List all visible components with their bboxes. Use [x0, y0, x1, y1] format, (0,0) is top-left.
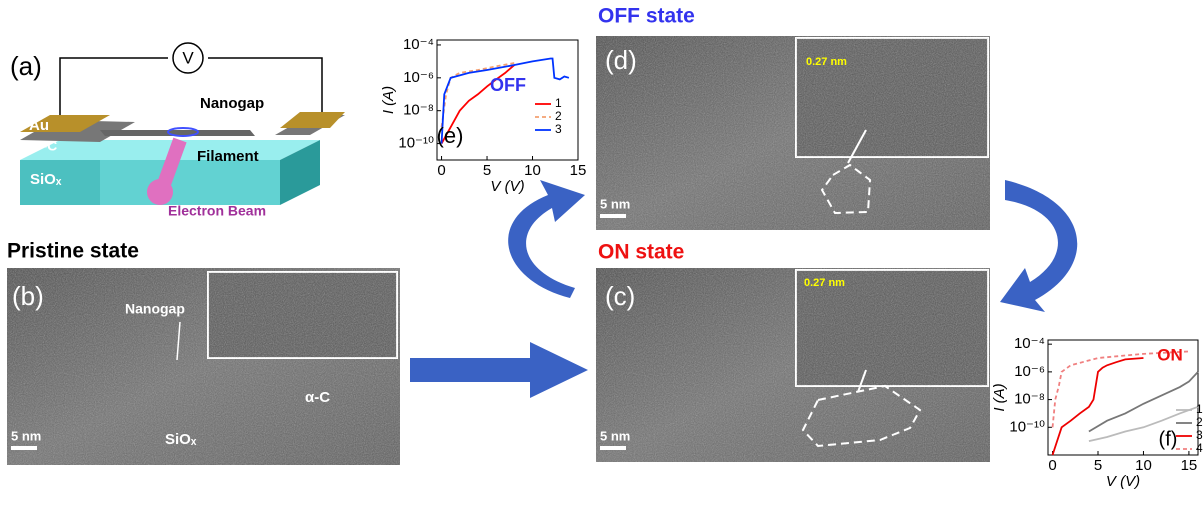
panel-label: (a) [10, 51, 42, 81]
inset-texture [208, 272, 397, 358]
schematic: (a) V Au α -C SiOₓ Nanogap Filament Elec… [10, 43, 345, 219]
trench [100, 160, 280, 205]
legend-label: 2 [1196, 415, 1203, 429]
arrow [410, 342, 588, 398]
y-tick-label: 10⁻⁸ [1014, 391, 1045, 408]
lattice-label: 0.27 nm [804, 277, 845, 289]
substrate-label: SiOₓ [30, 171, 62, 188]
series-line [1053, 358, 1144, 455]
figure: (a) V Au α -C SiOₓ Nanogap Filament Elec… [0, 0, 1203, 500]
legend-label: 1 [1196, 402, 1203, 416]
x-tick-label: 0 [437, 162, 445, 179]
panel-title: OFF state [598, 5, 695, 28]
x-axis-label: V (V) [490, 178, 524, 195]
panel-label: (b) [12, 281, 44, 311]
x-tick-label: 5 [1094, 457, 1102, 474]
x-tick-label: 10 [1135, 457, 1152, 474]
legend-label: 2 [555, 109, 562, 123]
scale-bar-label: 5 nm [11, 428, 41, 443]
lattice-label: 0.27 nm [806, 56, 847, 68]
legend-label: 4 [1196, 441, 1203, 455]
x-tick-label: 10 [524, 162, 541, 179]
y-tick-label: 10⁻⁴ [1014, 335, 1045, 352]
substrate-label: SiOₓ [165, 431, 197, 448]
annotation: ON [1157, 345, 1183, 364]
voltmeter-label: V [182, 48, 194, 67]
panel-label: (d) [605, 45, 637, 75]
scale-bar [600, 446, 626, 450]
annotation: (f) [1159, 428, 1178, 450]
page: (a) V Au α -C SiOₓ Nanogap Filament Elec… [0, 0, 1203, 500]
x-tick-label: 0 [1048, 457, 1056, 474]
au-right [280, 112, 345, 128]
panel-label: (c) [605, 281, 635, 311]
scale-bar-label: 5 nm [600, 196, 630, 211]
y-tick-label: 10⁻⁶ [1014, 363, 1045, 380]
x-tick-label: 5 [483, 162, 491, 179]
y-axis-label: I (A) [991, 383, 1008, 411]
arrow [1000, 180, 1077, 312]
legend-label: 1 [555, 96, 562, 110]
annotation: OFF [490, 75, 526, 95]
y-tick-label: 10⁻⁶ [403, 69, 434, 86]
beam-label: Electron Beam [168, 203, 266, 219]
scale-bar [600, 214, 626, 218]
beam-source [147, 179, 173, 205]
y-tick-label: 10⁻⁸ [403, 102, 434, 119]
nanogap-label: Nanogap [200, 95, 264, 112]
legend-label: 3 [1196, 428, 1203, 442]
x-tick-label: 15 [1181, 457, 1198, 474]
scale-bar [11, 446, 37, 450]
carbon-label: α-C [305, 389, 330, 406]
carbon-label: α -C [30, 138, 57, 154]
au-label: Au [29, 117, 49, 134]
nanogap-label: Nanogap [125, 301, 185, 317]
y-tick-label: 10⁻¹⁰ [398, 135, 434, 152]
y-tick-label: 10⁻⁴ [403, 36, 434, 53]
x-tick-label: 15 [570, 162, 587, 179]
x-axis-label: V (V) [1106, 473, 1140, 490]
annotation: (e) [437, 123, 464, 148]
panel-title: ON state [598, 241, 684, 264]
scale-bar-label: 5 nm [600, 428, 630, 443]
y-axis-label: I (A) [380, 86, 397, 114]
legend-label: 3 [555, 122, 562, 136]
arrow [508, 180, 585, 298]
y-tick-label: 10⁻¹⁰ [1009, 418, 1045, 435]
panel-title: Pristine state [7, 240, 139, 263]
filament-label: Filament [197, 148, 259, 165]
